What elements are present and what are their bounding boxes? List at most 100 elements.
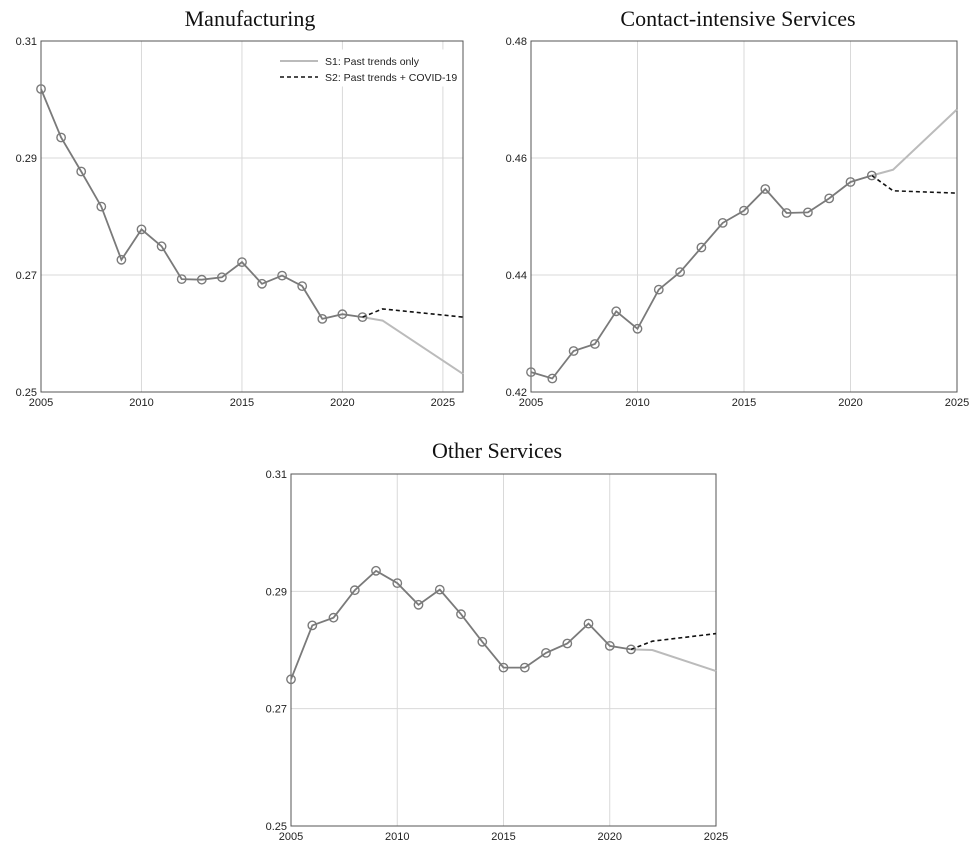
chart-title: Contact-intensive Services xyxy=(620,6,855,31)
series-s1-line xyxy=(362,316,464,375)
x-tick-label: 2010 xyxy=(385,831,409,843)
series-s2-line xyxy=(362,308,464,318)
historical-point xyxy=(36,84,46,94)
historical-line xyxy=(530,174,873,380)
legend-label-s2: S2: Past trends + COVID-19 xyxy=(325,72,457,84)
x-tick-label: 2010 xyxy=(129,397,153,409)
historical-point xyxy=(434,584,445,595)
historical-point xyxy=(760,184,771,194)
y-tick-label: 0.31 xyxy=(16,36,37,48)
historical-point xyxy=(237,257,247,267)
x-tick-label: 2010 xyxy=(625,397,649,409)
y-tick-label: 0.42 xyxy=(506,387,527,399)
historical-point xyxy=(626,644,636,655)
historical-point xyxy=(562,638,573,649)
historical-point xyxy=(257,278,267,289)
historical-point xyxy=(604,641,615,651)
historical-point xyxy=(824,193,835,204)
series-s1-line xyxy=(630,648,717,673)
historical-line xyxy=(290,569,632,680)
historical-line xyxy=(40,88,363,320)
panel-manufacturing: Manufacturing S1: Past trends only S2: P… xyxy=(16,6,464,409)
panel-other-services: Other Services 2005 2010 2015 2020 2025 0.25 0… xyxy=(266,438,729,843)
historical-point xyxy=(803,207,813,218)
historical-point xyxy=(277,270,287,281)
y-tick-label: 0.31 xyxy=(266,469,287,481)
legend-label-s1: S1: Past trends only xyxy=(325,56,420,68)
chart-title: Manufacturing xyxy=(185,6,316,31)
x-tick-label: 2020 xyxy=(838,397,862,409)
historical-point xyxy=(76,166,87,177)
y-tick-label: 0.29 xyxy=(16,153,37,165)
historical-point xyxy=(519,662,530,673)
y-tick-label: 0.27 xyxy=(266,704,287,716)
historical-point xyxy=(653,284,664,295)
historical-point xyxy=(216,272,227,283)
historical-point xyxy=(568,346,579,356)
x-tick-label: 2025 xyxy=(945,397,969,409)
historical-point xyxy=(498,662,509,673)
historical-point xyxy=(286,674,296,685)
historical-point xyxy=(307,620,318,631)
y-tick-label: 0.29 xyxy=(266,586,287,598)
x-tick-label: 2015 xyxy=(491,831,515,843)
historical-point xyxy=(696,242,707,253)
historical-point xyxy=(456,609,466,620)
x-tick-label: 2015 xyxy=(230,397,254,409)
historical-point xyxy=(176,274,187,284)
y-tick-label: 0.46 xyxy=(506,153,527,165)
historical-point xyxy=(739,205,749,216)
historical-point xyxy=(328,612,339,623)
historical-point xyxy=(357,312,368,322)
historical-point xyxy=(349,585,360,596)
x-tick-label: 2020 xyxy=(330,397,354,409)
historical-point xyxy=(413,599,424,610)
series-s1-line xyxy=(871,108,958,177)
historical-point xyxy=(477,636,488,647)
historical-point xyxy=(583,618,594,629)
y-tick-label: 0.48 xyxy=(506,36,527,48)
y-tick-label: 0.27 xyxy=(16,270,37,282)
y-tick-label: 0.44 xyxy=(506,270,527,282)
historical-point xyxy=(845,177,856,187)
historical-point xyxy=(371,565,381,576)
plot-frame xyxy=(40,40,464,393)
historical-point xyxy=(717,217,728,228)
historical-point xyxy=(547,373,558,384)
historical-point xyxy=(96,201,107,212)
historical-point xyxy=(590,339,600,349)
x-tick-label: 2020 xyxy=(598,831,622,843)
legend: S1: Past trends only S2: Past trends + C… xyxy=(269,49,459,87)
historical-point xyxy=(392,578,403,588)
x-tick-label: 2025 xyxy=(704,831,728,843)
series-s2-line xyxy=(630,632,717,651)
chart-title: Other Services xyxy=(432,438,562,463)
historical-point xyxy=(781,208,792,218)
historical-point xyxy=(611,306,622,317)
historical-point xyxy=(526,367,536,377)
historical-point xyxy=(675,267,685,277)
historical-point xyxy=(632,323,643,334)
x-tick-label: 2005 xyxy=(29,397,53,409)
historical-point xyxy=(541,648,551,658)
legend-box xyxy=(269,49,459,87)
historical-point xyxy=(337,309,348,320)
historical-point xyxy=(56,132,66,143)
historical-point xyxy=(866,170,877,181)
x-tick-label: 2005 xyxy=(519,397,543,409)
x-tick-label: 2015 xyxy=(732,397,756,409)
historical-point xyxy=(196,274,207,285)
historical-point xyxy=(297,281,308,291)
historical-point xyxy=(116,254,127,265)
plot-frame xyxy=(530,40,958,393)
y-tick-label: 0.25 xyxy=(16,387,37,399)
series-s2-line xyxy=(871,174,958,194)
x-tick-label: 2005 xyxy=(279,831,303,843)
panel-contact-intensive-services: Contact-intensive Services 2005 2010 2015 2… xyxy=(506,6,970,409)
plot-frame xyxy=(290,473,717,827)
historical-point xyxy=(317,313,328,324)
historical-point xyxy=(156,241,167,252)
x-tick-label: 2025 xyxy=(431,397,455,409)
historical-point xyxy=(136,224,147,235)
